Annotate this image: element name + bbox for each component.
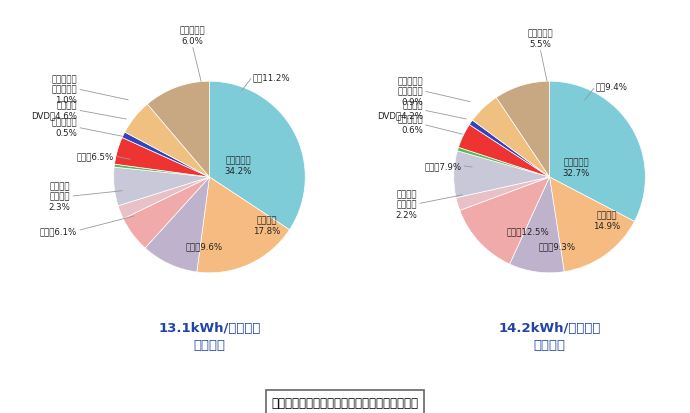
Text: 炊事，6.5%: 炊事，6.5% [77, 152, 114, 161]
Wedge shape [496, 82, 549, 178]
Text: 冷蔵庫，
17.8%: 冷蔵庫， 17.8% [253, 216, 281, 235]
Text: 14.2kWh/世帯・日: 14.2kWh/世帯・日 [498, 321, 601, 334]
Wedge shape [118, 178, 210, 219]
Wedge shape [469, 121, 549, 178]
Text: テレビ・
DVD，4.6%: テレビ・ DVD，4.6% [31, 101, 77, 120]
Wedge shape [460, 178, 549, 264]
Wedge shape [510, 178, 564, 273]
Text: テレビ・
DVD，4.2%: テレビ・ DVD，4.2% [377, 101, 423, 120]
Text: 13.1kWh/世帯・日: 13.1kWh/世帯・日 [158, 321, 261, 334]
Text: 給湯，6.1%: 給湯，6.1% [40, 227, 77, 235]
Wedge shape [549, 178, 634, 272]
Wedge shape [456, 178, 549, 211]
Wedge shape [114, 165, 210, 178]
Text: 洗濯機・
乾燥機，
2.2%: 洗濯機・ 乾燥機， 2.2% [395, 190, 417, 219]
Wedge shape [210, 82, 305, 230]
Wedge shape [115, 138, 210, 178]
Text: 待機電力，
6.0%: 待機電力， 6.0% [179, 26, 205, 46]
Wedge shape [473, 98, 549, 178]
Text: 他，9.4%: 他，9.4% [595, 82, 627, 91]
Text: 照明，9.3%: 照明，9.3% [539, 242, 575, 251]
Text: （夏季）: （夏季） [193, 338, 226, 351]
Wedge shape [125, 105, 210, 178]
Wedge shape [114, 168, 210, 206]
Text: 温水便座，
0.6%: 温水便座， 0.6% [397, 115, 423, 135]
Text: 他，11.2%: 他，11.2% [253, 73, 290, 82]
Text: パソコン・
ルーター，
0.9%: パソコン・ ルーター， 0.9% [397, 77, 423, 107]
Wedge shape [458, 125, 549, 178]
Wedge shape [454, 152, 549, 198]
Text: パソコン・
ルーター，
1.0%: パソコン・ ルーター， 1.0% [52, 75, 77, 104]
Wedge shape [145, 178, 210, 272]
Wedge shape [197, 178, 290, 273]
Text: 炊事，7.9%: 炊事，7.9% [424, 161, 462, 171]
Text: 温水便座，
0.5%: 温水便座， 0.5% [52, 118, 77, 138]
Text: 家庭における家電製品の一日での電力消費割合: 家庭における家電製品の一日での電力消費割合 [271, 396, 419, 409]
Text: 待機電力，
5.5%: 待機電力， 5.5% [527, 29, 553, 49]
Wedge shape [124, 178, 210, 248]
Text: エアコン，
32.7%: エアコン， 32.7% [562, 158, 590, 178]
Text: 給湯，12.5%: 給湯，12.5% [507, 227, 550, 235]
Text: 照明，9.6%: 照明，9.6% [186, 242, 224, 251]
Wedge shape [549, 82, 645, 222]
Wedge shape [122, 133, 210, 178]
Text: 洗濯機・
乾燥機，
2.3%: 洗濯機・ 乾燥機， 2.3% [49, 182, 70, 211]
Text: エアコン，
34.2%: エアコン， 34.2% [224, 157, 252, 176]
Wedge shape [148, 82, 210, 178]
Wedge shape [457, 148, 549, 178]
Text: 冷蔵庫，
14.9%: 冷蔵庫， 14.9% [593, 211, 620, 230]
Text: （冬季）: （冬季） [533, 338, 566, 351]
